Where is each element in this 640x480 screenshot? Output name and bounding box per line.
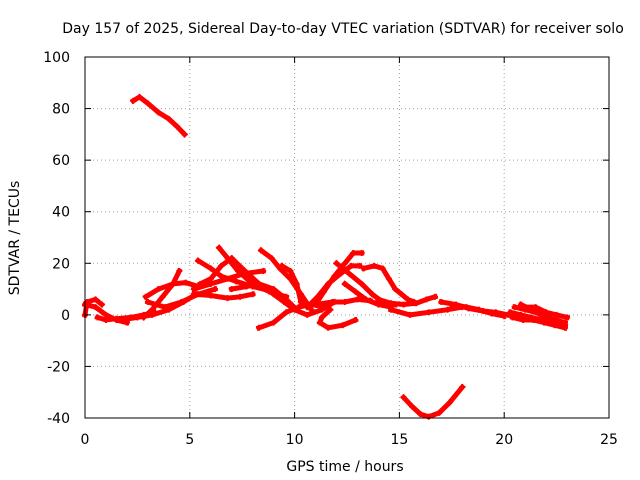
series-s27 — [375, 293, 439, 308]
chart-title: Day 157 of 2025, Sidereal Day-to-day VTE… — [62, 21, 624, 37]
series-line — [82, 296, 106, 318]
y-tick-label: 20 — [52, 256, 70, 272]
y-tick-labels: -40 -20 0 20 40 60 80 100 — [43, 50, 70, 427]
x-axis-title: GPS time / hours — [286, 459, 403, 475]
y-tick-label: -40 — [47, 411, 70, 427]
series-s30 — [448, 301, 508, 320]
x-tick-label: 10 — [286, 432, 304, 448]
axis-ticks — [84, 56, 610, 419]
y-tick-label: -20 — [47, 359, 70, 375]
y-axis-title: SDTVAR / TECUs — [7, 181, 23, 296]
series-s17 — [278, 262, 304, 306]
series-s25 — [341, 280, 395, 311]
grid-lines — [85, 57, 609, 418]
series-line — [270, 290, 338, 318]
series-line — [387, 304, 466, 318]
series-line — [316, 306, 359, 331]
series-s20 — [316, 306, 359, 331]
series-s1 — [129, 93, 189, 138]
x-tick-label: 0 — [81, 432, 90, 448]
x-tick-labels: 0 5 10 15 20 25 — [81, 432, 618, 448]
x-tick-label: 25 — [600, 432, 618, 448]
series-s23 — [312, 249, 365, 308]
series-s26 — [360, 262, 418, 306]
plot-frame — [84, 56, 610, 419]
series-s28 — [387, 304, 466, 318]
series-s2 — [400, 383, 466, 420]
x-tick-label: 20 — [495, 432, 513, 448]
series-line — [191, 291, 256, 301]
data-series — [81, 93, 571, 420]
y-tick-label: 100 — [43, 50, 70, 66]
y-tick-label: 40 — [52, 205, 70, 221]
x-tick-label: 5 — [185, 432, 194, 448]
series-s10 — [190, 291, 256, 302]
series-line — [257, 246, 315, 314]
series-s35 — [522, 304, 571, 321]
y-tick-label: 80 — [52, 102, 70, 118]
series-line — [400, 383, 466, 420]
y-tick-label: 0 — [61, 308, 70, 324]
series-s34 — [509, 314, 569, 331]
series-line — [278, 262, 304, 306]
y-tick-label: 60 — [52, 153, 70, 169]
x-tick-label: 15 — [390, 432, 408, 448]
